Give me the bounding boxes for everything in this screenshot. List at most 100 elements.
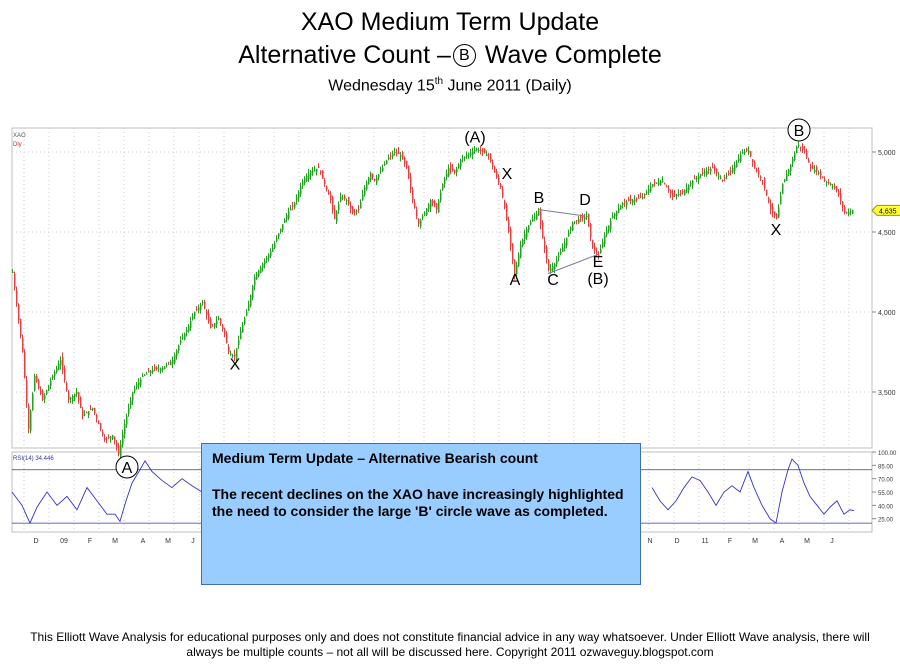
candle-body bbox=[826, 181, 828, 183]
candle-body bbox=[782, 184, 784, 194]
candle-body bbox=[180, 340, 182, 344]
rsi-ytick-label: 100.00 bbox=[878, 451, 897, 457]
candle-body bbox=[664, 183, 666, 185]
candle-body bbox=[38, 380, 40, 388]
candle-body bbox=[738, 158, 740, 161]
candle-body bbox=[694, 178, 696, 180]
candle-body bbox=[746, 148, 748, 151]
candle-body bbox=[674, 194, 676, 196]
candle-body bbox=[306, 176, 308, 182]
candle-body bbox=[692, 180, 694, 186]
candle-body bbox=[594, 246, 596, 251]
candle-body bbox=[818, 172, 820, 174]
candle-body bbox=[636, 198, 638, 200]
candle-body bbox=[202, 302, 204, 304]
candle-body bbox=[102, 431, 104, 435]
candle-body bbox=[422, 216, 424, 218]
wave-label: X bbox=[230, 357, 241, 374]
candle-body bbox=[50, 380, 52, 387]
candle-body bbox=[822, 176, 824, 179]
candle-body bbox=[322, 170, 324, 179]
candle-body bbox=[670, 190, 672, 194]
candle-body bbox=[734, 164, 736, 171]
candle-body bbox=[794, 152, 796, 161]
candle-body bbox=[364, 187, 366, 195]
candle-body bbox=[334, 208, 336, 220]
candle-body bbox=[596, 251, 598, 254]
candle-body bbox=[634, 199, 636, 202]
candle-body bbox=[104, 437, 106, 440]
candle-body bbox=[434, 200, 436, 207]
candle-body bbox=[518, 254, 520, 267]
candle-body bbox=[850, 211, 852, 213]
disclaimer: This Elliott Wave Analysis for education… bbox=[30, 630, 870, 659]
candle-body bbox=[804, 150, 806, 152]
candle-body bbox=[490, 153, 492, 162]
candle-body bbox=[330, 194, 332, 200]
candle-body bbox=[212, 325, 214, 327]
candle-body bbox=[558, 256, 560, 258]
candle-body bbox=[586, 216, 588, 218]
candle-body bbox=[78, 392, 80, 400]
candle-body bbox=[106, 438, 108, 440]
candle-body bbox=[780, 195, 782, 205]
candle-body bbox=[96, 415, 98, 419]
candle-body bbox=[24, 351, 26, 378]
candle-body bbox=[688, 185, 690, 191]
candle-body bbox=[802, 146, 804, 150]
chart-symbol-label: XAO bbox=[13, 133, 26, 139]
candle-body bbox=[42, 391, 44, 400]
candle-body bbox=[506, 205, 508, 220]
price-ytick-label: 5,000 bbox=[878, 150, 896, 157]
candle-body bbox=[64, 368, 66, 380]
candle-body bbox=[336, 211, 338, 222]
candle-body bbox=[404, 157, 406, 164]
candle-body bbox=[824, 178, 826, 181]
candle-body bbox=[614, 213, 616, 217]
candle-body bbox=[704, 171, 706, 173]
candle-body bbox=[310, 171, 312, 176]
candle-body bbox=[626, 201, 628, 206]
candle-body bbox=[420, 220, 422, 227]
candle-body bbox=[732, 168, 734, 173]
candle-body bbox=[140, 379, 142, 386]
xaxis-label: J bbox=[830, 538, 834, 545]
candle-body bbox=[304, 178, 306, 184]
notice-box: Medium Term Update – Alternative Bearish… bbox=[201, 443, 641, 585]
candle-body bbox=[720, 178, 722, 180]
candle-body bbox=[680, 192, 682, 194]
candle-body bbox=[460, 160, 462, 167]
candle-body bbox=[544, 240, 546, 250]
candle-body bbox=[30, 411, 32, 431]
candle-body bbox=[206, 311, 208, 316]
candle-body bbox=[240, 331, 242, 340]
candle-body bbox=[452, 168, 454, 172]
candle-body bbox=[242, 324, 244, 333]
candle-body bbox=[564, 242, 566, 249]
candle-body bbox=[260, 267, 262, 273]
candle-body bbox=[40, 390, 42, 394]
candle-body bbox=[582, 215, 584, 218]
candle-body bbox=[328, 191, 330, 195]
candle-body bbox=[758, 170, 760, 175]
candle-body bbox=[548, 259, 550, 271]
candle-body bbox=[28, 405, 30, 429]
candle-body bbox=[516, 265, 518, 275]
candle-body bbox=[580, 216, 582, 219]
candle-body bbox=[230, 353, 232, 356]
candle-body bbox=[58, 364, 60, 370]
candle-body bbox=[124, 424, 126, 435]
candle-body bbox=[268, 254, 270, 258]
candle-body bbox=[398, 151, 400, 155]
candle-body bbox=[378, 174, 380, 178]
candle-body bbox=[300, 186, 302, 195]
candle-body bbox=[408, 166, 410, 179]
candle-body bbox=[12, 272, 14, 273]
candle-body bbox=[762, 180, 764, 182]
candle-body bbox=[118, 445, 120, 455]
xaxis-label: 11 bbox=[701, 538, 708, 545]
candle-body bbox=[710, 168, 712, 172]
candle-body bbox=[568, 232, 570, 237]
candle-body bbox=[722, 180, 724, 182]
candle-body bbox=[108, 437, 110, 439]
